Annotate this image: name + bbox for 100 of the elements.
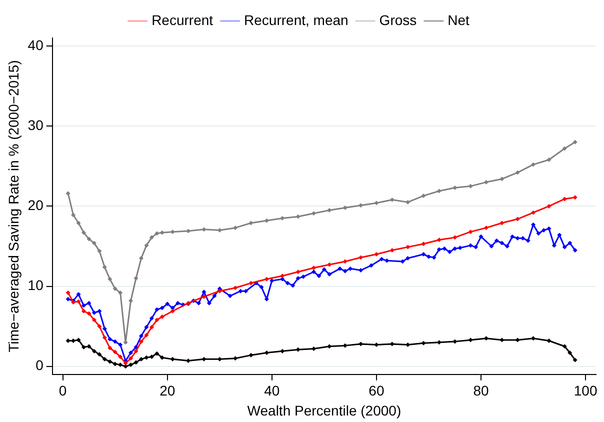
- point: [296, 270, 300, 274]
- point: [112, 350, 118, 354]
- point: [406, 200, 410, 204]
- point: [123, 340, 128, 345]
- point: [264, 276, 269, 282]
- point: [436, 188, 442, 194]
- point: [102, 264, 107, 270]
- point: [421, 340, 426, 346]
- point: [134, 360, 138, 365]
- x-tick-label: 60: [368, 382, 384, 399]
- point: [170, 356, 175, 362]
- point: [118, 290, 123, 295]
- point: [572, 195, 578, 200]
- point: [468, 184, 473, 188]
- point: [546, 157, 552, 162]
- point: [154, 318, 160, 322]
- point: [86, 311, 92, 316]
- point: [128, 362, 134, 368]
- point: [144, 243, 149, 248]
- point: [374, 342, 379, 348]
- point: [160, 230, 164, 235]
- point: [280, 274, 285, 278]
- point: [97, 248, 102, 254]
- point: [144, 332, 149, 338]
- point: [76, 338, 81, 342]
- point: [66, 191, 70, 196]
- point: [421, 194, 426, 198]
- point: [138, 339, 144, 344]
- point: [562, 344, 567, 349]
- point: [102, 356, 107, 362]
- point: [81, 344, 86, 350]
- point: [358, 255, 364, 260]
- point: [515, 216, 520, 222]
- point: [374, 200, 379, 206]
- point: [108, 359, 112, 364]
- point: [484, 226, 488, 230]
- point: [311, 266, 316, 270]
- point: [154, 231, 160, 236]
- point: [186, 358, 191, 364]
- point: [128, 356, 134, 361]
- point: [531, 210, 536, 215]
- point: [484, 180, 488, 184]
- point: [374, 252, 379, 257]
- point: [468, 230, 473, 234]
- point: [562, 146, 567, 151]
- point: [149, 235, 154, 240]
- point: [138, 356, 144, 362]
- x-tick-label: 40: [264, 382, 280, 399]
- y-axis-title: Time−averaged Saving Rate in % (2000−2015): [5, 60, 22, 352]
- point: [546, 204, 552, 208]
- point: [264, 350, 269, 356]
- point: [71, 212, 76, 218]
- point: [154, 351, 160, 356]
- point: [233, 286, 238, 290]
- point: [248, 280, 254, 286]
- point: [86, 236, 92, 242]
- point: [160, 355, 164, 360]
- x-axis-title: Wealth Percentile (2000): [247, 402, 402, 418]
- point: [358, 203, 364, 208]
- point: [202, 356, 206, 362]
- point: [421, 242, 426, 246]
- point: [202, 294, 206, 299]
- point: [327, 208, 332, 212]
- point: [81, 230, 86, 235]
- x-tick-label: 0: [58, 382, 67, 399]
- y-tick-label: 20: [28, 197, 44, 214]
- y-tick-label: 0: [36, 357, 44, 374]
- point: [264, 218, 269, 223]
- point: [97, 324, 102, 329]
- point: [112, 286, 118, 291]
- point: [92, 348, 96, 354]
- point: [500, 176, 504, 182]
- point: [76, 299, 81, 304]
- point: [572, 358, 578, 362]
- point: [160, 314, 164, 319]
- point: [92, 240, 96, 246]
- legend-label: Recurrent, mean: [244, 12, 348, 28]
- point: [86, 344, 92, 349]
- point: [144, 355, 149, 360]
- point: [515, 170, 520, 175]
- point: [342, 206, 348, 210]
- point: [217, 228, 222, 232]
- point: [327, 262, 332, 267]
- point: [296, 214, 300, 219]
- point: [546, 338, 552, 344]
- x-tick-label: 20: [160, 382, 176, 399]
- point: [66, 290, 70, 295]
- point: [452, 235, 458, 240]
- point: [81, 308, 86, 314]
- point: [108, 346, 112, 350]
- point: [108, 276, 112, 282]
- point: [562, 196, 567, 202]
- legend-label: Recurrent: [152, 12, 214, 28]
- point: [531, 162, 536, 167]
- point: [76, 220, 81, 226]
- point: [118, 354, 123, 360]
- point: [202, 227, 206, 232]
- point: [112, 362, 118, 366]
- point: [280, 216, 285, 220]
- point: [436, 238, 442, 242]
